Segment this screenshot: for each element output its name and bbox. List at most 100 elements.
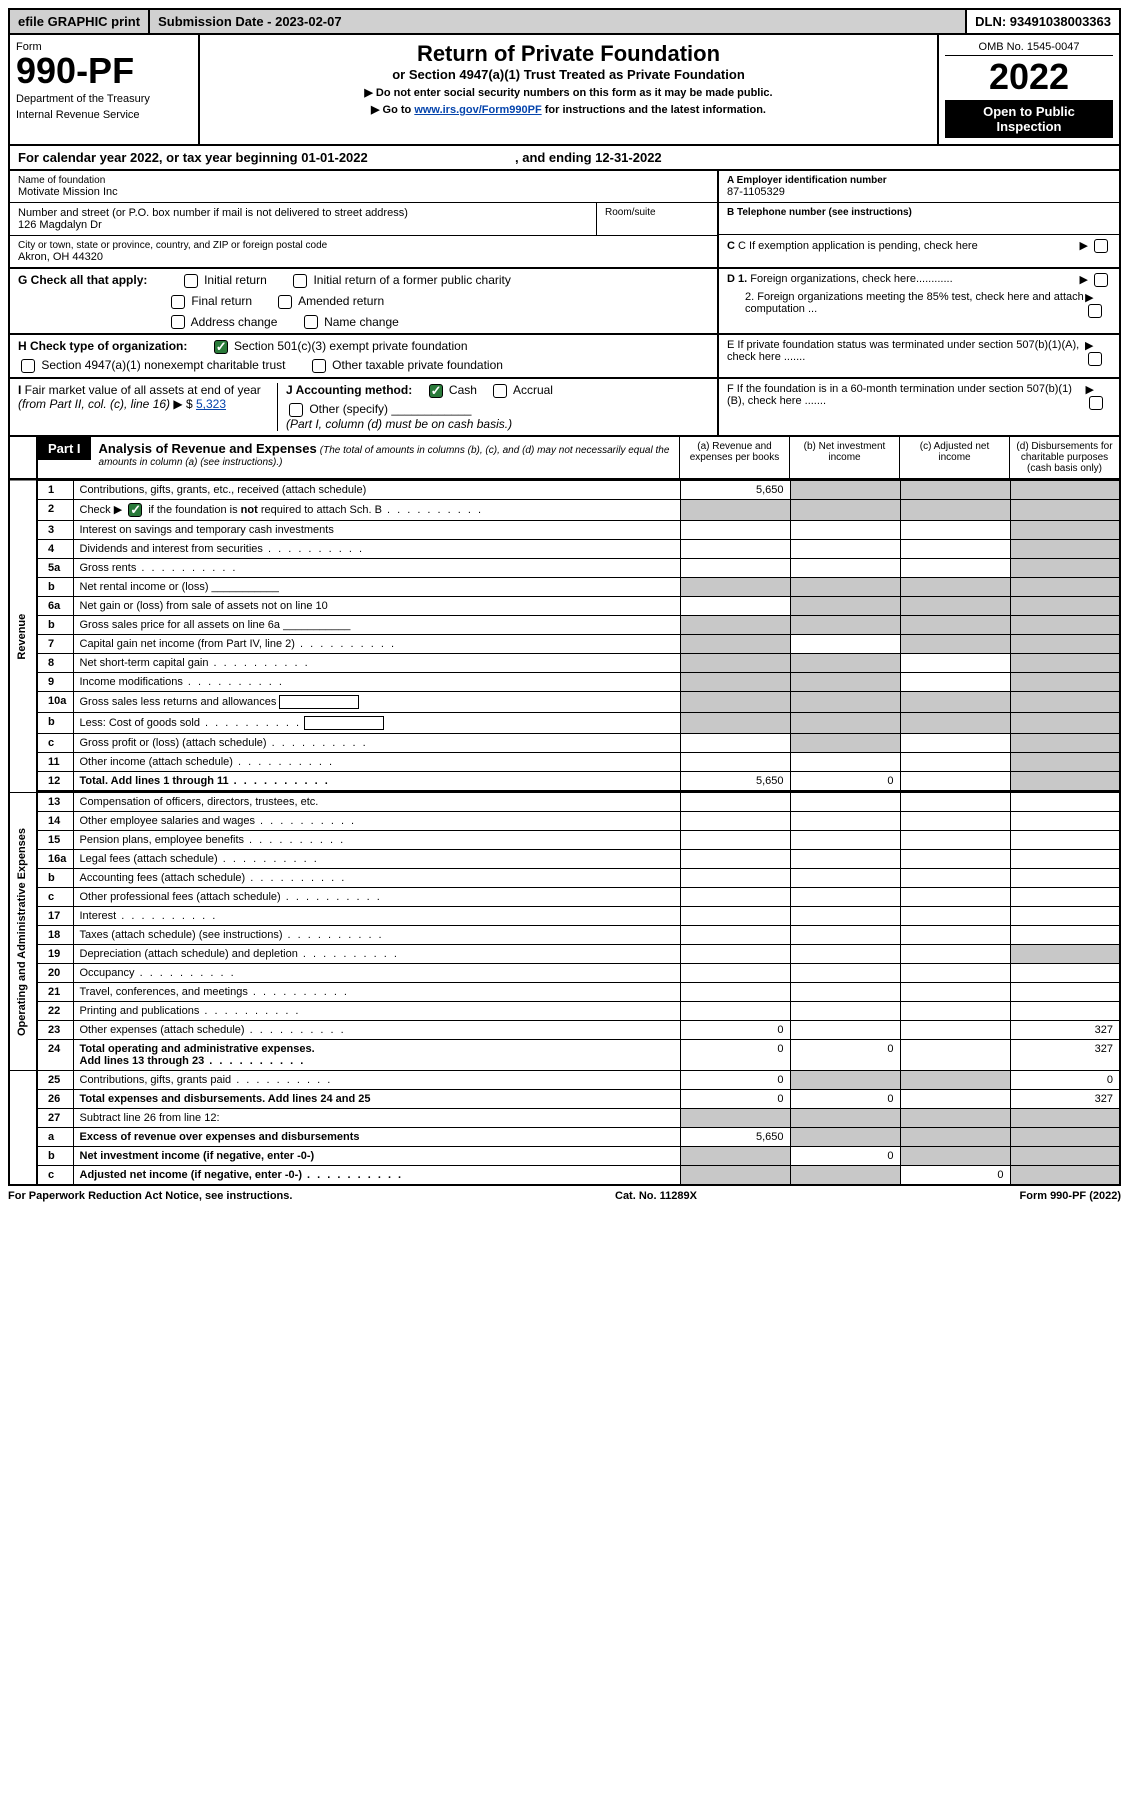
accrual-checkbox[interactable] bbox=[493, 384, 507, 398]
phone-label: B Telephone number (see instructions) bbox=[727, 207, 1111, 218]
foundation-info: Name of foundation Motivate Mission Inc … bbox=[8, 171, 1121, 269]
tax-year: 2022 bbox=[945, 56, 1113, 98]
exemption-pending-label: C C If exemption application is pending,… bbox=[727, 240, 978, 252]
line-6b: bGross sales price for all assets on lin… bbox=[9, 615, 1120, 634]
d1-label: D 1. Foreign organizations, check here..… bbox=[727, 273, 953, 287]
form-ref: Form 990-PF (2022) bbox=[1020, 1190, 1122, 1202]
line-14: 14Other employee salaries and wages bbox=[9, 812, 1120, 831]
line-7: 7Capital gain net income (from Part IV, … bbox=[9, 634, 1120, 653]
revenue-side-label: Revenue bbox=[9, 480, 37, 793]
line-10c: cGross profit or (loss) (attach schedule… bbox=[9, 733, 1120, 752]
ein-label: A Employer identification number bbox=[727, 175, 1111, 186]
name-label: Name of foundation bbox=[18, 175, 709, 186]
open-inspection-badge: Open to Public Inspection bbox=[945, 100, 1113, 138]
cash-checkbox[interactable] bbox=[429, 384, 443, 398]
j-note: (Part I, column (d) must be on cash basi… bbox=[286, 417, 709, 431]
page-footer: For Paperwork Reduction Act Notice, see … bbox=[8, 1186, 1121, 1206]
h-label: H Check type of organization: bbox=[18, 339, 187, 353]
line-13: Operating and Administrative Expenses 13… bbox=[9, 793, 1120, 812]
line-24: 24Total operating and administrative exp… bbox=[9, 1040, 1120, 1071]
exemption-pending-checkbox[interactable] bbox=[1094, 239, 1108, 253]
line-12: 12Total. Add lines 1 through 115,6500 bbox=[9, 771, 1120, 791]
omb-number: OMB No. 1545-0047 bbox=[945, 41, 1113, 56]
d2-label: 2. Foreign organizations meeting the 85%… bbox=[727, 291, 1085, 318]
line-18: 18Taxes (attach schedule) (see instructi… bbox=[9, 926, 1120, 945]
submission-date: Submission Date - 2023-02-07 bbox=[150, 10, 967, 33]
line-16c: cOther professional fees (attach schedul… bbox=[9, 888, 1120, 907]
status-terminated-checkbox[interactable] bbox=[1088, 352, 1102, 366]
col-c-header: (c) Adjusted net income bbox=[899, 437, 1009, 478]
part-1-title: Analysis of Revenue and Expenses bbox=[99, 441, 317, 456]
address-label: Number and street (or P.O. box number if… bbox=[18, 207, 588, 219]
line-27b: bNet investment income (if negative, ent… bbox=[9, 1147, 1120, 1166]
paperwork-notice: For Paperwork Reduction Act Notice, see … bbox=[8, 1190, 292, 1202]
e-label: E If private foundation status was termi… bbox=[727, 339, 1085, 373]
line-3: 3Interest on savings and temporary cash … bbox=[9, 520, 1120, 539]
col-b-header: (b) Net investment income bbox=[789, 437, 899, 478]
line-9: 9Income modifications bbox=[9, 672, 1120, 691]
line-25: 25Contributions, gifts, grants paid00 bbox=[9, 1071, 1120, 1090]
calendar-year-row: For calendar year 2022, or tax year begi… bbox=[8, 146, 1121, 171]
topbar: efile GRAPHIC print Submission Date - 20… bbox=[8, 8, 1121, 35]
line-21: 21Travel, conferences, and meetings bbox=[9, 983, 1120, 1002]
col-a-header: (a) Revenue and expenses per books bbox=[679, 437, 789, 478]
room-suite-label: Room/suite bbox=[597, 203, 717, 235]
section-g-d: G Check all that apply: Initial return I… bbox=[8, 269, 1121, 335]
initial-former-checkbox[interactable] bbox=[293, 274, 307, 288]
line-26: 26Total expenses and disbursements. Add … bbox=[9, 1090, 1120, 1109]
initial-return-checkbox[interactable] bbox=[184, 274, 198, 288]
efile-print: efile GRAPHIC print bbox=[10, 10, 150, 33]
header-note-1: ▶ Do not enter social security numbers o… bbox=[206, 86, 931, 99]
city-state-zip: Akron, OH 44320 bbox=[18, 251, 709, 263]
line-27c: cAdjusted net income (if negative, enter… bbox=[9, 1166, 1120, 1186]
line-22: 22Printing and publications bbox=[9, 1002, 1120, 1021]
header-note-2: ▶ Go to www.irs.gov/Form990PF for instru… bbox=[206, 103, 931, 116]
city-label: City or town, state or province, country… bbox=[18, 240, 709, 251]
line-8: 8Net short-term capital gain bbox=[9, 653, 1120, 672]
line-16b: bAccounting fees (attach schedule) bbox=[9, 869, 1120, 888]
other-taxable-checkbox[interactable] bbox=[312, 359, 326, 373]
fmv-value: ▶ $ 5,323 bbox=[173, 397, 226, 411]
line-4: 4Dividends and interest from securities bbox=[9, 539, 1120, 558]
line-10a: 10aGross sales less returns and allowanc… bbox=[9, 691, 1120, 712]
form-header: Form 990-PF Department of the Treasury I… bbox=[8, 35, 1121, 146]
foreign-org-checkbox[interactable] bbox=[1094, 273, 1108, 287]
part-1-label: Part I bbox=[38, 437, 91, 460]
j-label: J Accounting method: bbox=[286, 383, 412, 397]
60month-checkbox[interactable] bbox=[1089, 396, 1103, 410]
line-10b: bLess: Cost of goods sold bbox=[9, 712, 1120, 733]
4947-checkbox[interactable] bbox=[21, 359, 35, 373]
sch-b-checkbox[interactable] bbox=[128, 503, 142, 517]
line-23: 23Other expenses (attach schedule)0327 bbox=[9, 1021, 1120, 1040]
dept-treasury: Department of the Treasury bbox=[16, 93, 192, 105]
expenses-side-label: Operating and Administrative Expenses bbox=[9, 793, 37, 1071]
amended-return-checkbox[interactable] bbox=[278, 295, 292, 309]
line-20: 20Occupancy bbox=[9, 964, 1120, 983]
address-change-checkbox[interactable] bbox=[171, 315, 185, 329]
g-label: G Check all that apply: bbox=[18, 273, 147, 287]
line-2: 2 Check ▶ if the foundation is not requi… bbox=[9, 499, 1120, 520]
section-i-j-f: I Fair market value of all assets at end… bbox=[8, 379, 1121, 437]
foreign-85-checkbox[interactable] bbox=[1088, 304, 1102, 318]
line-5a: 5aGross rents bbox=[9, 558, 1120, 577]
irs-label: Internal Revenue Service bbox=[16, 109, 192, 121]
col-d-header: (d) Disbursements for charitable purpose… bbox=[1009, 437, 1119, 478]
part-1-header: Part I Analysis of Revenue and Expenses … bbox=[8, 437, 1121, 480]
line-11: 11Other income (attach schedule) bbox=[9, 752, 1120, 771]
f-label: F If the foundation is in a 60-month ter… bbox=[727, 383, 1086, 431]
line-17: 17Interest bbox=[9, 907, 1120, 926]
line-16a: 16aLegal fees (attach schedule) bbox=[9, 850, 1120, 869]
form-title: Return of Private Foundation bbox=[206, 41, 931, 67]
form-990pf-link[interactable]: www.irs.gov/Form990PF bbox=[414, 104, 541, 116]
form-subtitle: or Section 4947(a)(1) Trust Treated as P… bbox=[206, 67, 931, 82]
section-h-e: H Check type of organization: Section 50… bbox=[8, 335, 1121, 379]
form-number: 990-PF bbox=[16, 53, 192, 89]
name-change-checkbox[interactable] bbox=[304, 315, 318, 329]
other-method-checkbox[interactable] bbox=[289, 403, 303, 417]
ein-value: 87-1105329 bbox=[727, 186, 1111, 198]
501c3-checkbox[interactable] bbox=[214, 340, 228, 354]
line-27: 27Subtract line 26 from line 12: bbox=[9, 1109, 1120, 1128]
cat-number: Cat. No. 11289X bbox=[615, 1190, 697, 1202]
final-return-checkbox[interactable] bbox=[171, 295, 185, 309]
line-6a: 6aNet gain or (loss) from sale of assets… bbox=[9, 596, 1120, 615]
